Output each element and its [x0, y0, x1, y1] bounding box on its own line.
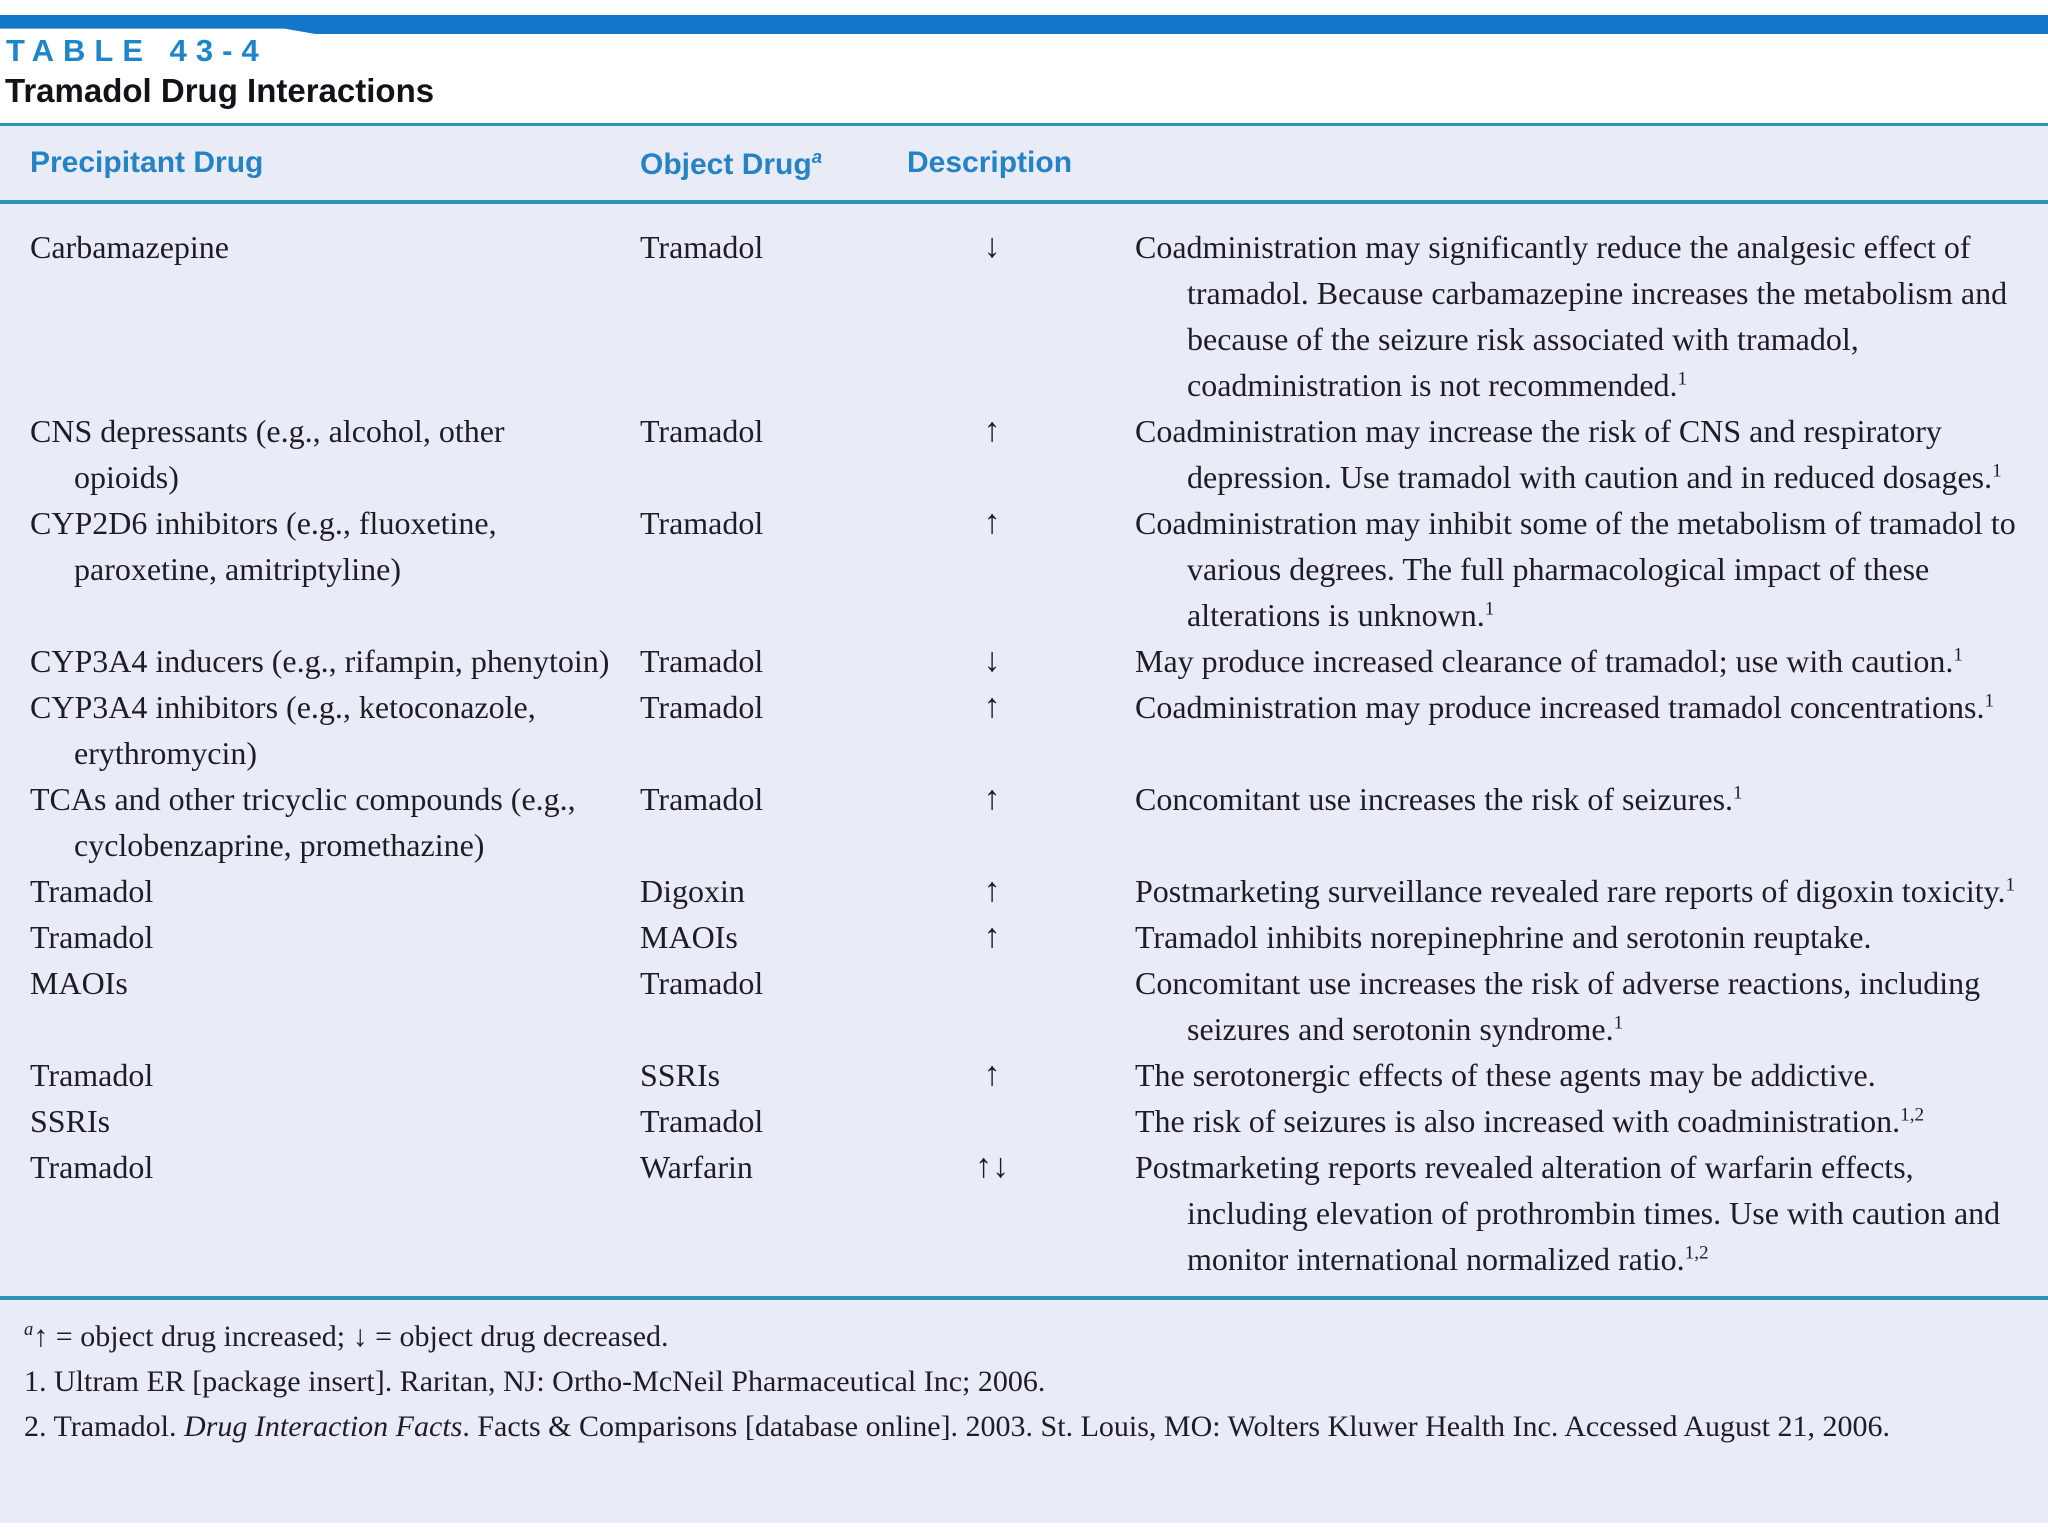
description-cell: Concomitant use increases the risk of ad… — [1135, 960, 2030, 1052]
precipitant-drug-cell: MAOIs — [30, 965, 128, 1001]
table-row: Tramadol MAOIs ↑ Tramadol inhibits norep… — [0, 914, 2048, 960]
description-cell: Tramadol inhibits norepinephrine and ser… — [1135, 914, 2030, 960]
precipitant-drug-cell: CYP2D6 inhibitors (e.g., fluoxetine, par… — [30, 505, 497, 587]
footnote-reference-2: 2. Tramadol. Drug Interaction Facts. Fac… — [24, 1410, 1890, 1443]
table-row: TCAs and other tricyclic compounds (e.g.… — [0, 776, 2048, 868]
effect-arrow: ↑ — [983, 688, 1001, 725]
description-cell: Postmarketing surveillance revealed rare… — [1135, 868, 2030, 914]
table-row: MAOIs Tramadol Concomitant use increases… — [0, 960, 2048, 1052]
table-row: CNS depressants (e.g., alcohol, other op… — [0, 408, 2048, 500]
effect-arrow — [895, 960, 1135, 1052]
description-cell: May produce increased clearance of trama… — [1135, 638, 2030, 684]
table-row: Carbamazepine Tramadol ↓ Coadministratio… — [0, 224, 2048, 408]
effect-arrow: ↑↓ — [975, 1148, 1009, 1185]
description-text: Tramadol inhibits norepinephrine and ser… — [1135, 919, 1872, 955]
object-drug-cell: Tramadol — [640, 1103, 764, 1139]
table-row: CYP3A4 inducers (e.g., rifampin, phenyto… — [0, 638, 2048, 684]
description-reference-marker: 1 — [1613, 1012, 1624, 1034]
description-cell: Coadministration may inhibit some of the… — [1135, 500, 2030, 638]
description-text: Concomitant use increases the risk of ad… — [1135, 965, 1981, 1047]
table-row: Tramadol Warfarin ↑↓ Postmarketing repor… — [0, 1144, 2048, 1282]
precipitant-drug-cell: SSRIs — [30, 1103, 111, 1139]
object-drug-cell: Tramadol — [640, 965, 764, 1001]
column-header-description: Description — [907, 146, 1073, 179]
precipitant-drug-cell: TCAs and other tricyclic compounds (e.g.… — [30, 781, 576, 863]
table-number-label: TABLE 43-4 — [6, 33, 268, 68]
description-text: Postmarketing reports revealed alteratio… — [1135, 1149, 2001, 1277]
effect-arrow: ↑ — [983, 412, 1001, 449]
description-text: Coadministration may significantly reduc… — [1135, 229, 2008, 403]
description-cell: The risk of seizures is also increased w… — [1135, 1098, 2030, 1144]
description-text: May produce increased clearance of trama… — [1135, 643, 1954, 679]
column-header-precipitant-drug: Precipitant Drug — [30, 146, 264, 179]
precipitant-drug-cell: CNS depressants (e.g., alcohol, other op… — [30, 413, 505, 495]
table-row: CYP3A4 inhibitors (e.g., ketoconazole, e… — [0, 684, 2048, 776]
object-drug-footnote-marker: a — [811, 146, 823, 167]
precipitant-drug-cell: Tramadol — [30, 1149, 154, 1185]
description-cell: Coadministration may significantly reduc… — [1135, 224, 2030, 408]
object-drug-cell: Digoxin — [640, 873, 745, 909]
description-reference-marker: 1,2 — [1900, 1104, 1925, 1126]
drug-interactions-table: Precipitant Drug Object Druga Descriptio… — [0, 123, 2048, 1523]
object-drug-cell: Warfarin — [640, 1149, 753, 1185]
object-drug-cell: Tramadol — [640, 689, 764, 725]
description-reference-marker: 1 — [1677, 368, 1688, 390]
object-drug-cell: Tramadol — [640, 505, 764, 541]
precipitant-drug-cell: CYP3A4 inhibitors (e.g., ketoconazole, e… — [30, 689, 536, 771]
object-drug-cell: Tramadol — [640, 781, 764, 817]
precipitant-drug-cell: CYP3A4 inducers (e.g., rifampin, phenyto… — [30, 643, 610, 679]
description-reference-marker: 1 — [1992, 460, 2002, 482]
table-row: Tramadol SSRIs ↑ The serotonergic effect… — [0, 1052, 2048, 1098]
description-text: Coadministration may increase the risk o… — [1135, 413, 1993, 495]
column-header-object-drug: Object Druga — [640, 146, 823, 181]
effect-arrow — [895, 1098, 1135, 1144]
table-accent-bar — [0, 15, 2048, 34]
description-reference-marker: 1 — [2005, 874, 2016, 896]
description-text: The serotonergic effects of these agents… — [1135, 1057, 1876, 1093]
description-cell: Coadministration may produce increased t… — [1135, 684, 2030, 776]
effect-arrow: ↑ — [983, 918, 1001, 955]
table-footnotes: a↑ = object drug increased; ↓ = object d… — [0, 1296, 2048, 1449]
description-reference-marker: 1 — [1984, 690, 1995, 712]
precipitant-drug-cell: Tramadol — [30, 919, 154, 955]
description-reference-marker: 1 — [1484, 598, 1495, 620]
description-cell: Concomitant use increases the risk of se… — [1135, 776, 2030, 868]
description-text: Coadministration may produce increased t… — [1135, 689, 1985, 725]
table-row: CYP2D6 inhibitors (e.g., fluoxetine, par… — [0, 500, 2048, 638]
effect-arrow: ↑ — [983, 872, 1001, 909]
table-row: SSRIs Tramadol The risk of seizures is a… — [0, 1098, 2048, 1144]
table-title: Tramadol Drug Interactions — [5, 72, 435, 109]
precipitant-drug-cell: Carbamazepine — [30, 229, 229, 265]
table-row: Tramadol Digoxin ↑ Postmarketing surveil… — [0, 868, 2048, 914]
effect-arrow: ↑ — [983, 780, 1001, 817]
effect-arrow: ↓ — [983, 228, 1001, 265]
description-reference-marker: 1 — [1733, 782, 1743, 804]
table-body: Carbamazepine Tramadol ↓ Coadministratio… — [0, 204, 2048, 1282]
footnote-reference-1: 1. Ultram ER [package insert]. Raritan, … — [24, 1365, 1046, 1398]
description-text: Concomitant use increases the risk of se… — [1135, 781, 1734, 817]
object-drug-cell: Tramadol — [640, 229, 764, 265]
precipitant-drug-cell: Tramadol — [30, 1057, 154, 1093]
object-drug-cell: Tramadol — [640, 643, 764, 679]
description-reference-marker: 1 — [1953, 644, 1963, 666]
effect-arrow: ↑ — [983, 1056, 1001, 1093]
footnote-arrow-legend: a↑ = object drug increased; ↓ = object d… — [24, 1319, 669, 1353]
table-header-row: Precipitant Drug Object Druga Descriptio… — [0, 126, 2048, 204]
description-cell: Postmarketing reports revealed alteratio… — [1135, 1144, 2030, 1282]
object-drug-cell: SSRIs — [640, 1057, 721, 1093]
description-cell: Coadministration may increase the risk o… — [1135, 408, 2030, 500]
description-text: Postmarketing surveillance revealed rare… — [1135, 873, 2006, 909]
effect-arrow: ↓ — [983, 642, 1001, 679]
object-drug-cell: MAOIs — [640, 919, 738, 955]
effect-arrow: ↑ — [983, 504, 1001, 541]
description-reference-marker: 1,2 — [1684, 1242, 1709, 1264]
description-text: Coadministration may inhibit some of the… — [1135, 505, 2016, 633]
precipitant-drug-cell: Tramadol — [30, 873, 154, 909]
object-drug-cell: Tramadol — [640, 413, 764, 449]
description-text: The risk of seizures is also increased w… — [1135, 1103, 1901, 1139]
description-cell: The serotonergic effects of these agents… — [1135, 1052, 2030, 1098]
